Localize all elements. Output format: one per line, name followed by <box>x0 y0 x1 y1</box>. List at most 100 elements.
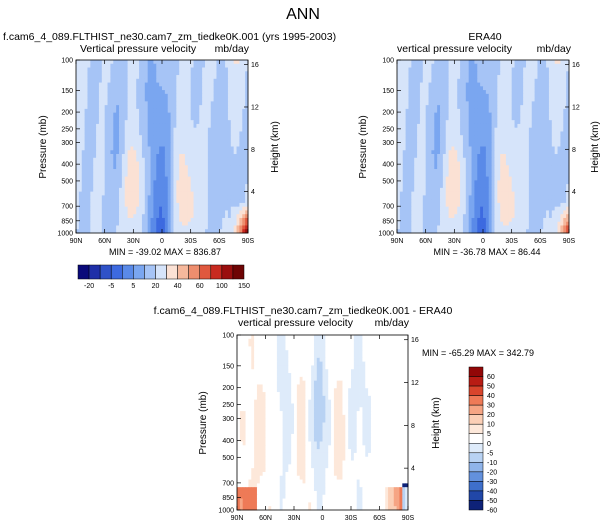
field-cell <box>222 229 226 234</box>
field-cell <box>497 161 501 166</box>
field-cell <box>190 131 194 136</box>
field-cell <box>239 78 243 83</box>
field-cell <box>182 67 186 72</box>
field-cell <box>167 161 171 166</box>
field-cell <box>113 210 117 215</box>
field-cell <box>156 172 160 177</box>
field-cell <box>503 131 507 136</box>
field-cell <box>127 191 131 196</box>
field-cell <box>434 123 438 129</box>
field-cell <box>397 165 401 170</box>
field-cell <box>199 123 203 129</box>
field-cell <box>87 187 91 193</box>
field-cell <box>150 67 154 72</box>
field-cell <box>414 154 418 159</box>
field-cell <box>227 71 232 76</box>
field-cell <box>162 217 166 223</box>
field-cell <box>431 131 435 136</box>
field-cell <box>417 165 421 170</box>
field-cell <box>119 210 123 215</box>
field-cell <box>153 135 157 140</box>
field-cell <box>471 146 475 151</box>
field-cell <box>121 101 126 106</box>
field-cell <box>190 199 194 204</box>
field-cell <box>96 120 100 125</box>
field-cell <box>84 105 88 110</box>
field-cell <box>557 150 561 155</box>
field-cell <box>236 127 240 132</box>
field-cell <box>127 154 131 159</box>
field-cell <box>179 131 183 136</box>
field-cell <box>193 93 197 99</box>
field-cell <box>190 90 194 95</box>
field-cell <box>213 165 217 170</box>
field-cell <box>104 101 108 106</box>
field-cell <box>531 108 535 114</box>
field-cell <box>505 86 510 91</box>
field-cell <box>551 184 556 189</box>
field-cell <box>451 142 455 147</box>
field-cell <box>141 191 146 196</box>
field-cell <box>399 75 404 80</box>
field-cell <box>87 138 91 144</box>
field-cell <box>136 82 140 87</box>
field-cell <box>84 169 88 174</box>
field-cell <box>202 78 206 83</box>
field-cell <box>537 63 541 68</box>
field-cell <box>162 78 166 83</box>
field-cell <box>514 93 518 99</box>
field-cell <box>554 187 558 193</box>
field-cell <box>431 78 435 83</box>
field-cell <box>548 120 553 125</box>
field-cell <box>219 120 223 125</box>
field-cell <box>84 165 88 170</box>
field-cell <box>442 60 447 65</box>
field-cell <box>508 180 513 185</box>
field-cell <box>119 146 123 151</box>
field-cell <box>508 135 513 140</box>
field-cell <box>437 97 441 102</box>
field-cell <box>477 180 481 185</box>
field-cell <box>96 169 100 174</box>
field-cell <box>526 165 530 170</box>
field-cell <box>76 214 80 219</box>
field-cell <box>425 60 429 65</box>
field-cell <box>540 157 544 162</box>
field-cell <box>182 78 186 83</box>
field-cell <box>566 63 570 68</box>
field-cell <box>399 60 404 65</box>
field-cell <box>144 172 149 177</box>
field-cell <box>202 214 206 219</box>
field-cell <box>147 225 151 230</box>
field-cell <box>494 154 498 159</box>
field-cell <box>408 105 412 110</box>
field-cell <box>508 131 513 136</box>
field-cell <box>164 127 169 132</box>
field-cell <box>408 142 412 147</box>
field-cell <box>540 93 544 99</box>
field-cell <box>540 150 544 155</box>
field-cell <box>202 123 206 129</box>
field-cell <box>170 146 174 151</box>
field-cell <box>196 225 200 230</box>
field-cell <box>159 217 163 223</box>
field-cell <box>87 146 91 151</box>
field-cell <box>113 172 117 177</box>
field-cell <box>557 135 561 140</box>
field-cell <box>84 82 88 87</box>
field-cell <box>222 97 226 102</box>
field-cell <box>462 165 467 170</box>
field-cell <box>491 138 495 144</box>
field-cell <box>190 202 194 208</box>
field-cell <box>173 108 177 114</box>
field-cell <box>497 180 501 185</box>
field-cell <box>488 97 492 102</box>
field-cell <box>130 169 134 174</box>
field-cell <box>216 169 220 174</box>
field-cell <box>491 112 495 117</box>
field-cell <box>159 120 163 125</box>
field-cell <box>101 101 106 106</box>
field-cell <box>560 75 564 80</box>
field-cell <box>182 161 186 166</box>
field-cell <box>399 63 404 68</box>
